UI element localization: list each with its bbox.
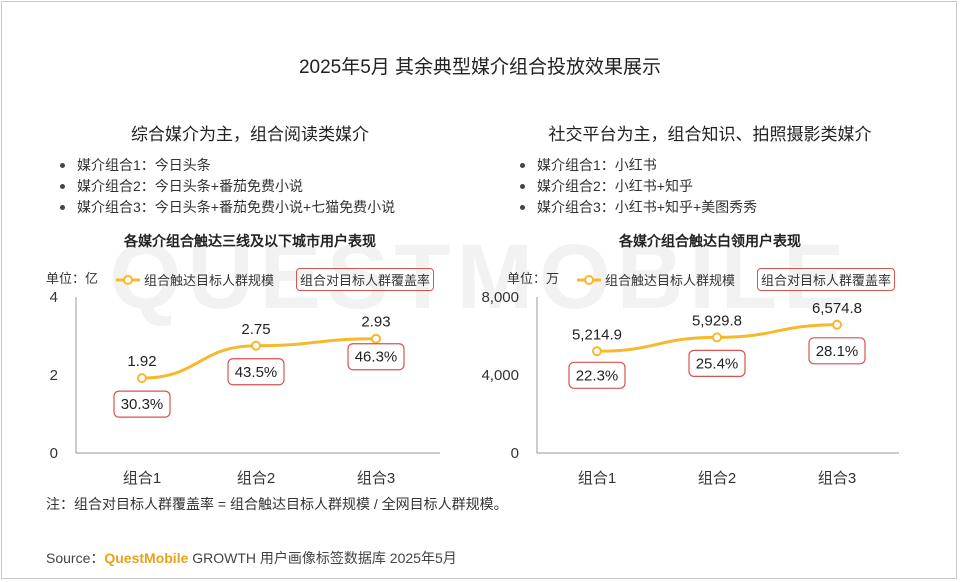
- data-point: [137, 373, 147, 384]
- legend-coverage-label: 组合对目标人群覆盖率: [296, 268, 435, 291]
- source-brand: QuestMobile: [104, 550, 189, 566]
- x-tick-label: 组合3: [818, 470, 856, 487]
- data-point: [712, 332, 722, 343]
- bullet-text: 媒介组合1：今日头条: [77, 157, 211, 173]
- footnote: 注：组合对目标人群覆盖率 = 组合触达目标人群规模 / 全网目标人群规模。: [46, 496, 508, 512]
- bullet-icon: [60, 205, 65, 210]
- y-tick-label: 4,000: [481, 367, 519, 384]
- y-tick-label: 8,000: [481, 289, 519, 306]
- x-tick-label: 组合3: [357, 470, 395, 487]
- data-point: [592, 346, 602, 357]
- y-tick-label: 2: [50, 367, 58, 384]
- y-tick-label: 0: [50, 445, 58, 462]
- x-tick-label: 组合2: [237, 470, 275, 487]
- coverage-badge: [227, 358, 285, 386]
- coverage-label: 46.3%: [355, 349, 398, 366]
- x-tick-label: 组合1: [123, 470, 161, 487]
- right-legend: 组合触达目标人群规模 组合对目标人群覆盖率: [576, 268, 896, 291]
- line-legend-icon: [116, 274, 140, 285]
- bullet-icon: [520, 205, 525, 210]
- coverage-label: 30.3%: [121, 396, 164, 413]
- page-title: 2025年5月 其余典型媒介组合投放效果展示: [298, 57, 662, 78]
- list-item: 媒介组合1：小红书: [520, 155, 757, 176]
- bullet-text: 媒介组合2：小红书+知乎: [537, 178, 693, 194]
- bullet-text: 媒介组合3：今日头条+番茄免费小说+七猫免费小说: [77, 199, 396, 215]
- line-legend-icon: [577, 274, 601, 285]
- right-bullet-list: 媒介组合1：小红书 媒介组合2：小红书+知乎 媒介组合3：小红书+知乎+美图秀秀: [520, 155, 757, 218]
- list-item: 媒介组合2：今日头条+番茄免费小说: [60, 176, 395, 197]
- coverage-badge: [113, 390, 171, 418]
- source-line: Source：QuestMobile GROWTH 用户画像标签数据库 2025…: [46, 548, 457, 568]
- list-item: 媒介组合2：小红书+知乎: [520, 176, 757, 197]
- data-label: 5,214.9: [572, 326, 622, 343]
- data-label: 6,574.8: [812, 300, 862, 317]
- coverage-label: 25.4%: [696, 355, 739, 372]
- list-item: 媒介组合3：小红书+知乎+美图秀秀: [520, 197, 757, 218]
- coverage-badge: [688, 349, 746, 377]
- right-subtitle: 社交平台为主，组合知识、拍照摄影类媒介: [548, 125, 872, 144]
- right-chart-title: 各媒介组合触达白领用户表现: [619, 233, 801, 249]
- data-point: [251, 340, 261, 351]
- coverage-label: 28.1%: [816, 343, 859, 360]
- legend-scale-label: 组合触达目标人群规模: [144, 273, 275, 288]
- watermark-logo: QUESTMOBILE: [110, 226, 851, 328]
- x-tick-label: 组合1: [578, 470, 616, 487]
- bullet-icon: [60, 184, 65, 189]
- data-point: [371, 333, 381, 344]
- left-line-chart: 4 2 0 组合1 组合2 组合3 1.92 30.3% 2.75 43.5% 2.93 46.3%: [50, 289, 440, 487]
- bullet-text: 媒介组合2：今日头条+番茄免费小说: [77, 178, 303, 194]
- y-tick-label: 0: [511, 445, 519, 462]
- bullet-text: 媒介组合3：小红书+知乎+美图秀秀: [537, 199, 758, 215]
- data-label: 2.93: [361, 314, 390, 331]
- coverage-badge: [568, 361, 626, 389]
- bullet-icon: [520, 163, 525, 168]
- left-chart-title: 各媒介组合触达三线及以下城市用户表现: [124, 233, 376, 249]
- left-unit-label: 单位：亿: [46, 271, 99, 286]
- right-line-chart: 8,000 4,000 0 组合1 组合2 组合3 5,214.9 22.3% 5,929.8 2…: [481, 289, 899, 487]
- data-point: [832, 319, 842, 330]
- left-bullet-list: 媒介组合1：今日头条 媒介组合2：今日头条+番茄免费小说 媒介组合3：今日头条+…: [60, 155, 395, 218]
- bullet-text: 媒介组合1：小红书: [537, 157, 657, 173]
- list-item: 媒介组合1：今日头条: [60, 155, 395, 176]
- left-subtitle: 综合媒介为主，组合阅读类媒介: [131, 125, 369, 144]
- watermark-text: QUESTMOBILE: [110, 226, 851, 328]
- coverage-label: 43.5%: [235, 364, 278, 381]
- list-item: 媒介组合3：今日头条+番茄免费小说+七猫免费小说: [60, 197, 395, 218]
- data-label: 1.92: [127, 353, 156, 370]
- coverage-badge: [808, 337, 866, 365]
- source-prefix: Source：: [46, 550, 105, 566]
- x-tick-label: 组合2: [698, 470, 736, 487]
- legend-scale-label: 组合触达目标人群规模: [605, 273, 736, 288]
- coverage-label: 22.3%: [576, 367, 619, 384]
- coverage-badge: [347, 343, 405, 371]
- legend-coverage-label: 组合对目标人群覆盖率: [757, 268, 896, 291]
- right-unit-label: 单位：万: [507, 271, 560, 286]
- bullet-icon: [60, 163, 65, 168]
- y-tick-label: 4: [50, 289, 58, 306]
- bullet-icon: [520, 184, 525, 189]
- left-legend: 组合触达目标人群规模 组合对目标人群覆盖率: [115, 268, 435, 291]
- data-label: 5,929.8: [692, 312, 742, 329]
- source-rest: GROWTH 用户画像标签数据库 2025年5月: [188, 550, 457, 566]
- data-label: 2.75: [241, 321, 270, 338]
